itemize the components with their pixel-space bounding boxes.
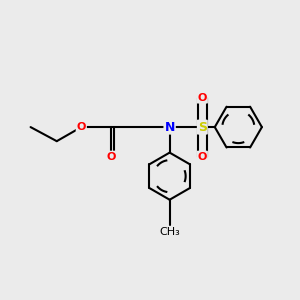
Text: S: S: [198, 121, 207, 134]
Text: N: N: [164, 121, 175, 134]
Text: O: O: [76, 122, 86, 132]
Text: O: O: [106, 152, 116, 161]
Text: O: O: [198, 93, 207, 103]
Text: CH₃: CH₃: [159, 227, 180, 237]
Text: O: O: [198, 152, 207, 161]
